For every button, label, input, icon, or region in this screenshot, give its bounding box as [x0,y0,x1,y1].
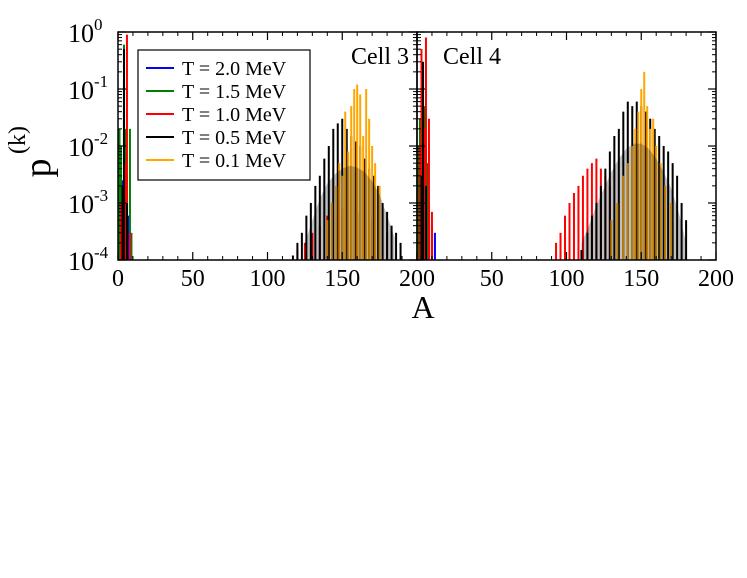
legend-label: T = 2.0 MeV [182,58,287,80]
y-axis-label: p [17,159,59,178]
envelope-area [581,143,687,260]
envelope [581,143,687,260]
y-tick-label: 10 [68,76,94,105]
y-tick-exponent: -2 [94,129,108,148]
x-tick-label: 50 [181,266,205,292]
plot-area [417,37,688,260]
panel-label: Cell 4 [443,44,501,70]
envelope [304,165,395,260]
x-tick-label: 200 [399,266,435,292]
series-t-1-0-mev [418,37,611,260]
legend-label: T = 1.5 MeV [182,81,287,103]
x-tick-label: 150 [324,266,360,292]
panel-cell-4: 50 100 150 200 Cell 4 [416,31,734,292]
y-tick-label: 10 [68,247,94,276]
envelope-area [304,165,395,260]
x-axis-label: A [411,289,434,325]
series-t-0-5-mev [121,49,402,260]
legend-label: T = 0.5 MeV [182,127,287,149]
y-tick-exponent: -3 [94,186,108,205]
x-tick-label: 150 [623,266,659,292]
x-tick-label: 200 [698,266,734,292]
x-tick-label: 100 [549,266,585,292]
y-axis-label-superscript: (k) [5,126,31,154]
series-t-0-1-mev [610,71,673,260]
y-tick-label: 10 [68,133,94,162]
legend-label: T = 1.0 MeV [182,104,287,126]
x-tick-label: 50 [480,266,504,292]
y-tick-exponent: -4 [94,243,109,262]
x-tick-label: 0 [112,266,124,292]
legend-label: T = 0.1 MeV [182,150,287,172]
panel-label: Cell 3 [351,44,409,70]
y-tick-label: 10 [68,190,94,219]
series-t-0-1-mev [326,84,381,260]
plot-area [118,34,402,260]
y-tick-exponent: -1 [94,72,108,91]
x-tick-label: 100 [250,266,286,292]
y-tick-label: 10 [68,19,94,48]
y-tick-exponent: 0 [94,15,103,34]
